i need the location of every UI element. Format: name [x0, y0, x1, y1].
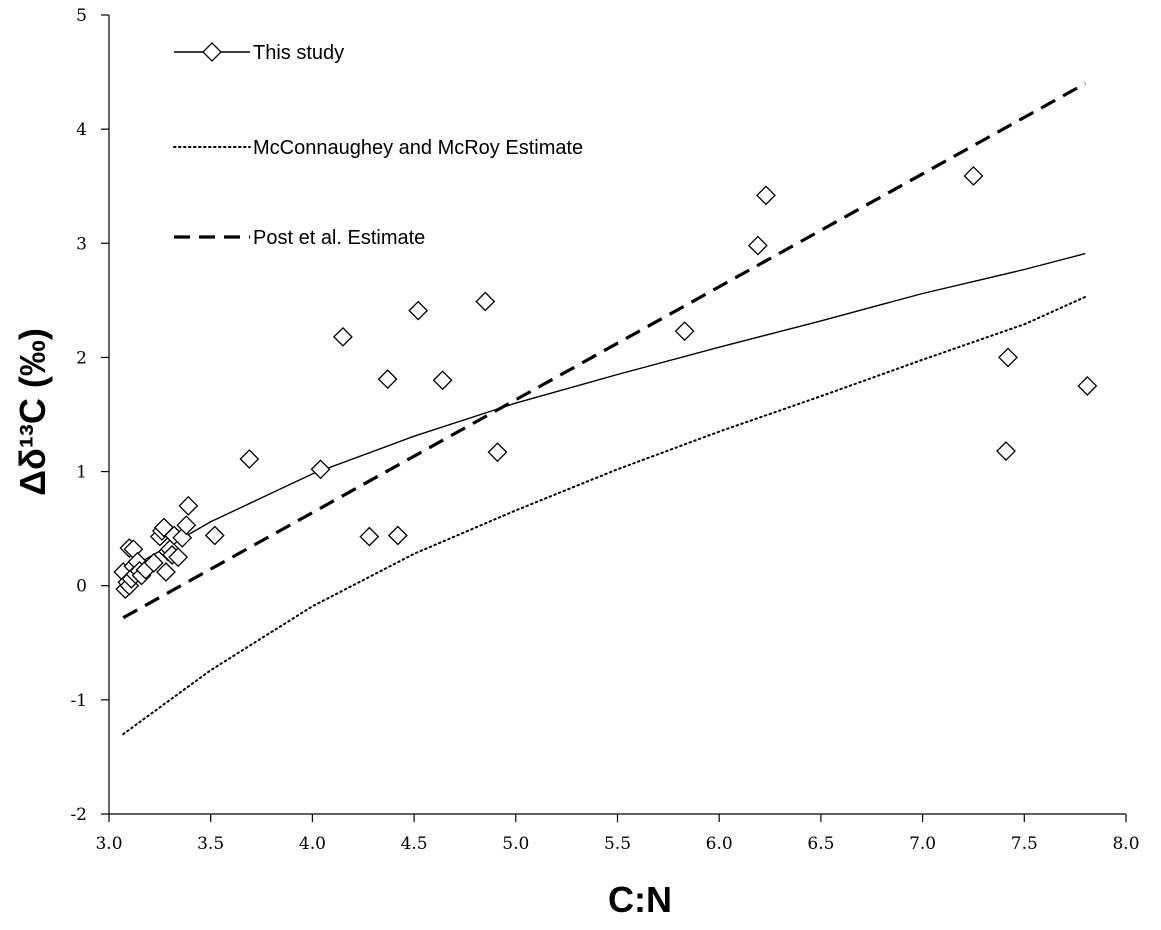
- data-point: [963, 166, 984, 186]
- x-tick-label: 4.0: [299, 834, 326, 854]
- data-point: [172, 527, 193, 548]
- axes: [108, 15, 1126, 815]
- fit-line: [128, 252, 1086, 570]
- data-point: [204, 525, 225, 546]
- x-tick-label: 6.5: [807, 834, 834, 854]
- data-point: [176, 515, 197, 536]
- x-tick-label: 7.0: [909, 834, 936, 854]
- data-point: [332, 326, 353, 347]
- data-point: [310, 459, 331, 480]
- x-tick-label: 6.0: [706, 834, 733, 854]
- y-tick-label: -1: [70, 691, 87, 711]
- x-tick-label: 7.5: [1011, 834, 1038, 854]
- data-point: [387, 525, 408, 546]
- data-point: [408, 300, 429, 321]
- data-point: [168, 547, 189, 568]
- y-axis-title: Δδ¹³C (‰): [12, 328, 53, 496]
- data-point: [178, 495, 199, 516]
- x-axis-title: C:N: [608, 879, 672, 920]
- data-point: [1077, 376, 1098, 396]
- x-tick-label: 8.0: [1112, 834, 1139, 854]
- legend-label: This study: [253, 42, 344, 64]
- post-line: [122, 82, 1087, 620]
- data-point: [998, 347, 1018, 368]
- legend-label: McConnaughey and McRoy Estimate: [253, 137, 583, 159]
- legend-label: Post et al. Estimate: [253, 227, 425, 249]
- y-tick-label: 5: [76, 6, 87, 26]
- data-point: [359, 526, 380, 547]
- data-point: [996, 441, 1016, 461]
- x-tick-label: 3.5: [197, 834, 224, 854]
- data-point: [475, 291, 496, 312]
- data-point: [756, 185, 776, 206]
- legend: This study McConnaughey and McRoy Estimat…: [173, 42, 583, 249]
- y-tick-label: 4: [76, 120, 87, 140]
- x-tick-label: 3.0: [95, 834, 122, 854]
- series-points: [113, 166, 1098, 600]
- x-tick-label: 5.5: [604, 834, 631, 854]
- data-point: [143, 552, 164, 573]
- legend-marker: [202, 42, 222, 62]
- y-tick-label: 1: [76, 463, 87, 483]
- data-point: [239, 449, 260, 469]
- x-tick-label: 4.5: [401, 834, 428, 854]
- y-tick-label: 0: [76, 577, 87, 597]
- series-lines: [122, 82, 1087, 736]
- y-tick-label: 2: [76, 348, 87, 368]
- ticks: -2 -1 0 1 2 3 4 5 3.0 3.5 4.0 4.5 5.0 5.5 6.0 6.5 7.0 7.5…: [70, 6, 1139, 854]
- data-point: [432, 370, 453, 391]
- y-tick-label: 3: [76, 234, 87, 254]
- mcconnaughey-line: [122, 295, 1087, 736]
- y-tick-label: -2: [70, 805, 87, 825]
- data-point: [377, 369, 398, 390]
- x-tick-label: 5.0: [502, 834, 529, 854]
- data-point: [487, 442, 508, 463]
- data-point: [747, 235, 768, 256]
- data-point: [674, 321, 695, 342]
- data-point: [156, 562, 176, 582]
